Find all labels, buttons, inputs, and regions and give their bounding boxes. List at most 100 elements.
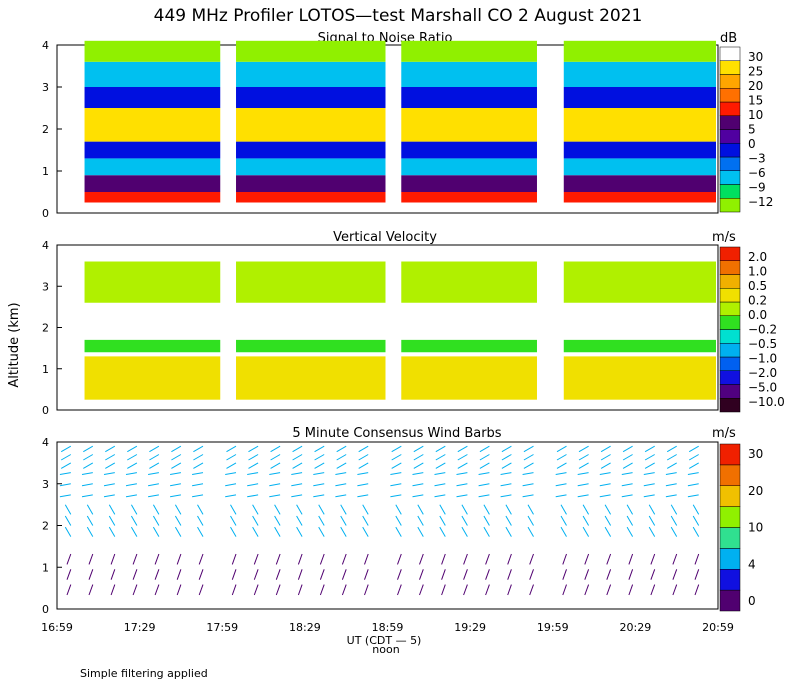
- wind-barb: [562, 569, 567, 580]
- wind-barb: [59, 494, 71, 498]
- snr-cell-s0-l3: [84, 141, 221, 159]
- wind-barb: [434, 494, 446, 498]
- wind-barb: [130, 526, 138, 537]
- wind-barb: [110, 569, 116, 580]
- wind-barb: [362, 515, 369, 526]
- wind-barb: [688, 454, 699, 461]
- wind-barb: [275, 553, 281, 565]
- velocity-colorbar-label: −0.2: [748, 323, 777, 337]
- wind-colorbar-label: 0: [748, 594, 756, 608]
- snr-cell-s2-l7: [401, 40, 537, 62]
- wind-barb: [253, 553, 259, 565]
- wind-barb: [419, 584, 424, 596]
- wind-barb: [83, 445, 94, 453]
- wind-barb: [582, 504, 590, 515]
- wind-barb: [230, 526, 237, 537]
- wind-ytick-label: 2: [42, 520, 49, 533]
- wind-barb: [358, 462, 369, 469]
- wind-barb: [270, 462, 281, 469]
- wind-barb: [192, 483, 204, 487]
- velocity-colorbar-label: 1.0: [748, 265, 767, 279]
- wind-barb: [318, 515, 325, 526]
- wind-barb: [292, 454, 303, 461]
- velocity-ytick-label: 1: [42, 363, 49, 376]
- snr-cell-s3-l3: [563, 141, 716, 159]
- snr-cell-s2-l0: [401, 192, 537, 203]
- wind-barb: [297, 569, 303, 580]
- velocity-cell-s3-l0: [563, 356, 716, 400]
- wind-barb: [247, 483, 259, 487]
- wind-barb: [81, 483, 93, 487]
- wind-barb: [434, 483, 446, 487]
- wind-barb: [152, 504, 160, 515]
- wind-barb: [485, 569, 490, 580]
- wind-barb: [600, 454, 611, 461]
- wind-barb: [66, 569, 72, 580]
- wind-barb: [670, 515, 678, 526]
- wind-barb: [252, 515, 259, 526]
- wind-barb: [582, 526, 590, 537]
- velocity-ytick-label: 2: [42, 322, 49, 335]
- wind-barb: [687, 483, 699, 487]
- wind-barb: [457, 445, 468, 453]
- wind-barb: [291, 472, 303, 475]
- velocity-cell-s0-l0: [84, 356, 221, 400]
- wind-barb: [319, 569, 325, 580]
- velocity-colorbar: 2.01.00.50.20.0−0.2−0.5−1.0−2.0−5.0−10.0: [719, 246, 785, 413]
- velocity-colorbar-unit: m/s: [712, 230, 736, 245]
- x-axis-label: UT (CDT — 5): [347, 634, 422, 647]
- snr-colorbar-label: −12: [748, 195, 773, 209]
- wind-colorbar-label: 10: [748, 521, 763, 535]
- velocity-ytick-label: 3: [42, 280, 49, 293]
- wind-barb: [622, 462, 633, 469]
- wind-plot-area: 0 1 2 3 4: [42, 436, 719, 616]
- wind-barb: [198, 553, 204, 565]
- wind-barb: [500, 494, 512, 498]
- snr-cell-s3-l5: [563, 87, 716, 108]
- snr-colorbar-label: 30: [748, 50, 763, 64]
- snr-cell-s0-l5: [84, 87, 221, 108]
- wind-colorbar-swatch: [719, 527, 741, 549]
- wind-barb: [252, 504, 259, 515]
- wind-barb: [291, 483, 303, 487]
- wind-barb: [578, 445, 589, 453]
- wind-barb: [275, 569, 281, 580]
- wind-barb: [340, 526, 347, 537]
- wind-barb: [628, 584, 634, 596]
- wind-barb: [83, 454, 94, 461]
- x-tick-labels: 16:59 17:29 17:59 18:29 18:59 19:29 19:59 20:29…: [41, 621, 734, 634]
- wind-barb: [417, 504, 424, 515]
- wind-barb: [522, 483, 534, 487]
- wind-barb: [606, 584, 612, 596]
- snr-ytick-label: 4: [42, 39, 49, 52]
- wind-barb: [127, 462, 138, 469]
- wind-barb: [341, 584, 347, 596]
- wind-colorbar-label: 4: [748, 557, 756, 571]
- wind-barb: [529, 569, 534, 580]
- wind-barb: [88, 553, 94, 565]
- snr-colorbar-label: −9: [748, 181, 766, 195]
- wind-barb: [64, 526, 72, 537]
- velocity-colorbar-swatch: [719, 343, 741, 358]
- snr-cell-s1-l7: [236, 40, 386, 62]
- wind-barb: [335, 483, 347, 487]
- wind-barb: [522, 494, 534, 498]
- snr-cell-s0-l7: [84, 40, 221, 62]
- wind-barb: [103, 494, 115, 498]
- velocity-colorbar-label: −5.0: [748, 381, 777, 395]
- wind-barb: [461, 504, 468, 515]
- wind-barb: [604, 504, 612, 515]
- wind-barb: [501, 462, 512, 469]
- x-tick-label: 18:29: [289, 621, 321, 634]
- wind-barb: [523, 445, 534, 453]
- wind-barb: [362, 526, 369, 537]
- wind-barb: [391, 454, 402, 461]
- wind-barb: [463, 553, 468, 565]
- x-tick-label: 17:29: [124, 621, 156, 634]
- snr-cell-s1-l4: [236, 108, 386, 142]
- wind-barb: [274, 504, 281, 515]
- wind-barb: [527, 504, 534, 515]
- wind-barb: [694, 553, 700, 565]
- velocity-colorbar-label: 0.0: [748, 308, 767, 322]
- wind-barb: [59, 483, 71, 487]
